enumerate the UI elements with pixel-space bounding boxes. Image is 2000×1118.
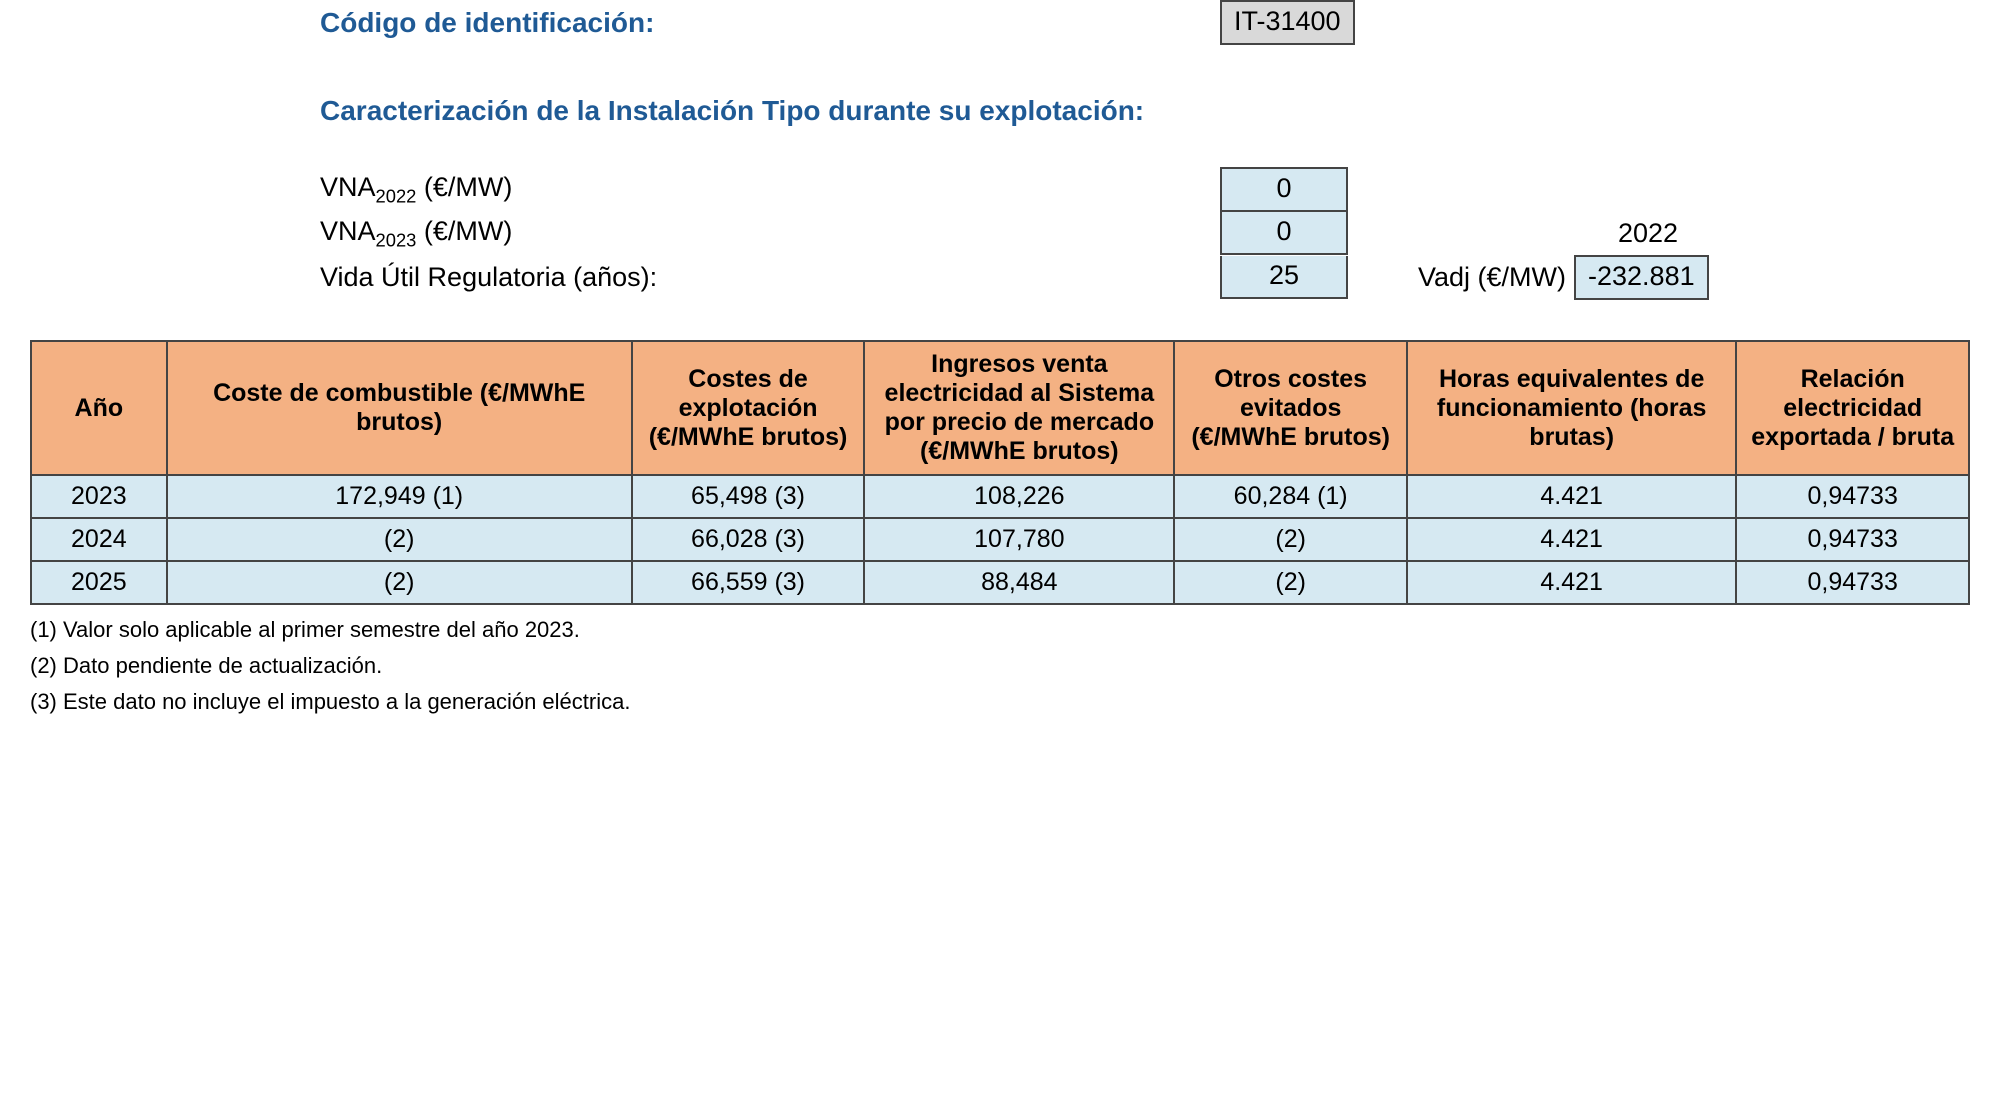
table-cell: (2) bbox=[1174, 561, 1407, 604]
table-cell: 2024 bbox=[31, 518, 167, 561]
table-cell: 2023 bbox=[31, 475, 167, 518]
table-row: 2023172,949 (1)65,498 (3)108,22660,284 (… bbox=[31, 475, 1969, 518]
footnote: (3) Este dato no incluye el impuesto a l… bbox=[30, 689, 1970, 715]
table-header: Coste de combustible (€/MWhE brutos) bbox=[167, 341, 632, 475]
table-cell: (2) bbox=[167, 518, 632, 561]
table-cell: 0,94733 bbox=[1736, 561, 1969, 604]
table-cell: 4.421 bbox=[1407, 518, 1736, 561]
footnote: (1) Valor solo aplicable al primer semes… bbox=[30, 617, 1970, 643]
table-cell: 107,780 bbox=[864, 518, 1174, 561]
table-row: 2024(2)66,028 (3)107,780(2)4.4210,94733 bbox=[31, 518, 1969, 561]
table-cell: 4.421 bbox=[1407, 475, 1736, 518]
table-cell: 60,284 (1) bbox=[1174, 475, 1407, 518]
table-cell: 65,498 (3) bbox=[632, 475, 865, 518]
codigo-label: Código de identificación: bbox=[320, 7, 1220, 39]
table-header: Costes de explotación (€/MWhE brutos) bbox=[632, 341, 865, 475]
table-header: Relación electricidad exportada / bruta bbox=[1736, 341, 1969, 475]
table-cell: (2) bbox=[1174, 518, 1407, 561]
caracterizacion-title: Caracterización de la Instalación Tipo d… bbox=[320, 95, 1970, 127]
vida-util-value: 25 bbox=[1220, 256, 1348, 299]
table-header: Otros costes evitados (€/MWhE brutos) bbox=[1174, 341, 1407, 475]
table-cell: 2025 bbox=[31, 561, 167, 604]
vna2022-label: VNA2022 (€/MW) bbox=[320, 172, 1220, 207]
table-cell: (2) bbox=[167, 561, 632, 604]
vadj-label: Vadj (€/MW) bbox=[1418, 262, 1566, 293]
vadj-value: -232.881 bbox=[1574, 255, 1709, 300]
vna2022-value: 0 bbox=[1220, 167, 1348, 212]
table-header: Año bbox=[31, 341, 167, 475]
footnotes: (1) Valor solo aplicable al primer semes… bbox=[30, 617, 1970, 715]
table-header: Horas equivalentes de funcionamiento (ho… bbox=[1407, 341, 1736, 475]
table-row: 2025(2)66,559 (3)88,484(2)4.4210,94733 bbox=[31, 561, 1969, 604]
data-table: AñoCoste de combustible (€/MWhE brutos)C… bbox=[30, 340, 1970, 605]
table-cell: 0,94733 bbox=[1736, 475, 1969, 518]
table-cell: 66,028 (3) bbox=[632, 518, 865, 561]
table-cell: 88,484 bbox=[864, 561, 1174, 604]
vna2023-label: VNA2023 (€/MW) bbox=[320, 216, 1220, 251]
year-right: 2022 bbox=[1618, 218, 1678, 249]
table-cell: 4.421 bbox=[1407, 561, 1736, 604]
table-header: Ingresos venta electricidad al Sistema p… bbox=[864, 341, 1174, 475]
table-cell: 108,226 bbox=[864, 475, 1174, 518]
table-cell: 172,949 (1) bbox=[167, 475, 632, 518]
table-cell: 0,94733 bbox=[1736, 518, 1969, 561]
codigo-value: IT-31400 bbox=[1220, 0, 1355, 45]
vna2023-value: 0 bbox=[1220, 212, 1348, 255]
footnote: (2) Dato pendiente de actualización. bbox=[30, 653, 1970, 679]
table-cell: 66,559 (3) bbox=[632, 561, 865, 604]
vida-util-label: Vida Útil Regulatoria (años): bbox=[320, 262, 1220, 293]
